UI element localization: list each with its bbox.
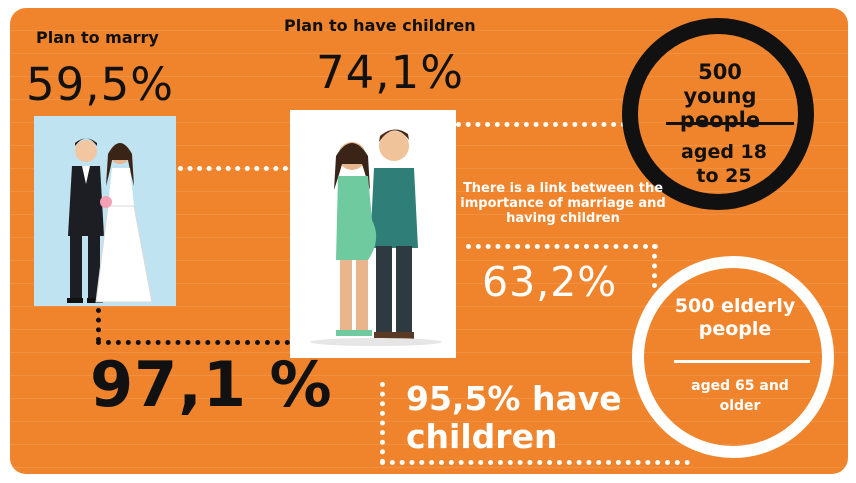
connector-children-bottom	[380, 460, 690, 465]
connector-link-top	[466, 244, 658, 249]
plan-children-label: Plan to have children	[284, 16, 476, 35]
elderly-people-title: 500 elderly people	[674, 295, 796, 340]
infographic-card: Plan to marry 59,5% Plan to have childre…	[10, 8, 848, 474]
plan-children-value: 74,1%	[316, 46, 464, 99]
pregnant-couple-panel	[290, 110, 456, 358]
plan-to-marry-value: 59,5%	[26, 58, 174, 111]
connector-link-right	[652, 244, 657, 288]
wedding-couple-panel	[34, 116, 176, 306]
pregnant-couple-illustration	[310, 129, 442, 346]
link-value: 63,2%	[482, 258, 618, 306]
connector-children-left	[380, 382, 385, 464]
elderly-people-ring	[632, 256, 834, 458]
connector-marry-children	[178, 166, 288, 171]
elderly-people-sub: aged 65 and older	[691, 378, 789, 414]
elderly-divider	[674, 360, 810, 363]
young-people-title: 500 young people	[679, 60, 761, 132]
connector-children-young	[456, 122, 626, 127]
connector-marry-down	[96, 308, 101, 342]
young-divider	[666, 122, 794, 125]
link-statement: There is a link between the importance o…	[460, 181, 666, 226]
plan-to-marry-label: Plan to marry	[36, 28, 159, 47]
young-people-sub: aged 18 to 25	[681, 141, 767, 187]
wedding-couple-illustration	[67, 138, 153, 303]
married-total-value: 97,1 %	[90, 348, 333, 421]
connector-marry-across	[96, 340, 290, 345]
have-children-text: 95,5% have children	[406, 379, 622, 456]
